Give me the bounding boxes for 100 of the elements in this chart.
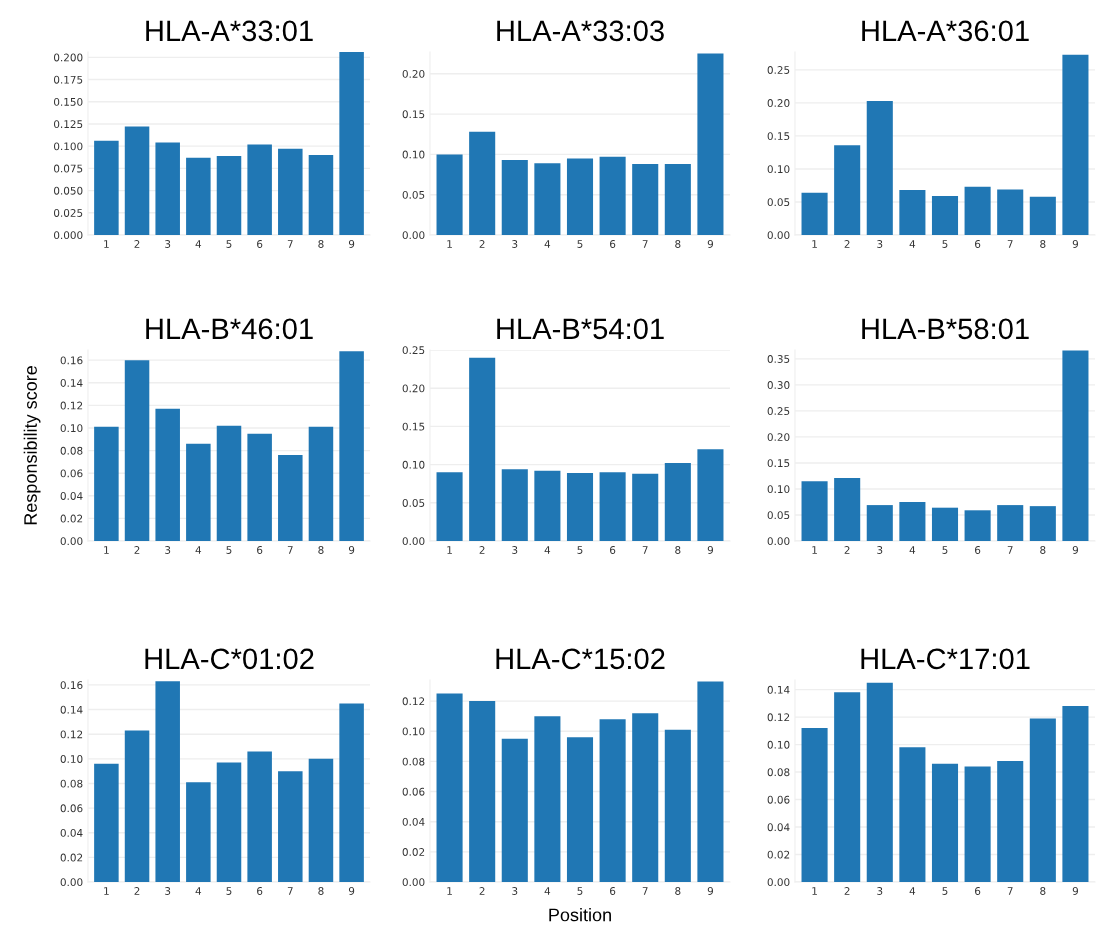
bar (534, 470, 561, 541)
y-tick-label: 0.00 (60, 537, 83, 546)
bar (599, 472, 626, 541)
x-tick-label: 1 (812, 240, 817, 248)
y-tick-label: 0.15 (767, 459, 790, 468)
bar (186, 157, 211, 235)
y-tick-label: 0.06 (767, 795, 790, 804)
x-tick-label: 2 (479, 240, 485, 248)
bar (155, 142, 180, 235)
bar (1062, 350, 1089, 541)
chart-title: HLA-A*33:01 (146, 20, 313, 42)
x-tick-label: 4 (195, 240, 202, 248)
bar (339, 351, 364, 541)
x-tick-label: 9 (1072, 546, 1079, 554)
bar (278, 148, 303, 235)
bar (501, 738, 528, 882)
x-tick-label: 6 (257, 887, 263, 895)
bar (599, 156, 626, 235)
bar (801, 192, 828, 235)
y-tick-label: 0.15 (402, 422, 425, 431)
bar (124, 360, 150, 541)
bar (436, 154, 463, 235)
x-tick-label: 3 (877, 546, 883, 554)
x-tick-label: 1 (812, 887, 817, 895)
bar (1029, 196, 1056, 235)
x-tick-label: 6 (975, 240, 981, 248)
x-tick-label: 9 (707, 546, 714, 554)
bar (339, 703, 364, 882)
bar (1062, 706, 1089, 882)
bar (664, 729, 691, 882)
x-tick-label: 7 (287, 546, 293, 554)
y-tick-label: 0.050 (54, 186, 83, 195)
y-tick-label: 0.10 (60, 755, 83, 763)
y-tick-label: 0.15 (402, 110, 425, 119)
x-tick-label: 5 (942, 887, 948, 895)
x-tick-label: 1 (447, 240, 452, 248)
y-tick-label: 0.04 (767, 823, 790, 832)
bar (697, 449, 724, 541)
x-tick-label: 7 (1007, 546, 1013, 554)
bar (899, 747, 926, 882)
y-tick-label: 0.05 (402, 499, 425, 507)
y-tick-label: 0.08 (60, 779, 83, 788)
x-tick-label: 8 (318, 546, 324, 554)
x-tick-label: 9 (1072, 887, 1079, 895)
y-tick-label: 0.10 (60, 424, 83, 433)
x-tick-label: 8 (318, 887, 324, 895)
x-tick-label: 9 (1072, 240, 1079, 248)
bar (278, 771, 303, 882)
bar (632, 713, 659, 882)
x-tick-label: 1 (104, 546, 109, 554)
chart-title: HLA-A*33:03 (497, 20, 664, 42)
y-tick-label: 0.05 (767, 511, 790, 520)
bar (834, 692, 861, 882)
x-tick-label: 8 (675, 887, 681, 895)
bar (664, 164, 691, 235)
bar (339, 52, 364, 235)
x-axis-title: Position (549, 908, 611, 922)
bar (94, 426, 119, 541)
x-tick-label: 4 (195, 887, 202, 895)
y-tick-label: 0.08 (767, 768, 790, 777)
bar (278, 455, 303, 541)
bar (534, 716, 561, 882)
bar (155, 408, 180, 541)
bar (501, 469, 528, 541)
y-tick-label: 0.00 (402, 537, 425, 546)
y-tick-label: 0.00 (767, 537, 790, 546)
y-tick-label: 0.14 (60, 379, 83, 387)
bar (599, 719, 626, 882)
x-tick-label: 3 (165, 546, 171, 554)
chart-title: HLA-C*17:01 (861, 648, 1030, 670)
y-tick-label: 0.10 (402, 727, 425, 736)
bar (931, 196, 959, 235)
x-tick-label: 7 (287, 887, 293, 895)
x-tick-label: 2 (479, 546, 485, 554)
bar (216, 762, 242, 882)
bar (632, 473, 659, 541)
x-tick-label: 5 (577, 240, 583, 248)
bar (964, 510, 991, 541)
x-tick-label: 3 (165, 240, 171, 248)
y-tick-label: 0.10 (767, 485, 790, 494)
x-tick-label: 4 (909, 546, 916, 554)
y-tick-label: 0.16 (60, 681, 83, 690)
y-tick-label: 0.12 (60, 730, 83, 739)
x-tick-label: 3 (512, 546, 518, 554)
bar (801, 481, 828, 541)
x-tick-label: 6 (610, 240, 616, 248)
y-tick-label: 0.06 (60, 469, 83, 478)
x-tick-label: 2 (479, 887, 485, 895)
y-tick-label: 0.025 (54, 209, 83, 217)
x-tick-label: 5 (942, 240, 948, 248)
y-tick-label: 0.00 (402, 231, 425, 240)
bar (247, 751, 272, 882)
x-tick-label: 7 (642, 240, 648, 248)
y-tick-label: 0.150 (54, 97, 83, 106)
bar (186, 782, 211, 882)
bar (308, 155, 334, 235)
y-tick-label: 0.12 (767, 713, 790, 722)
y-tick-label: 0.175 (54, 75, 83, 84)
y-tick-label: 0.04 (60, 828, 83, 837)
bar (931, 507, 959, 541)
